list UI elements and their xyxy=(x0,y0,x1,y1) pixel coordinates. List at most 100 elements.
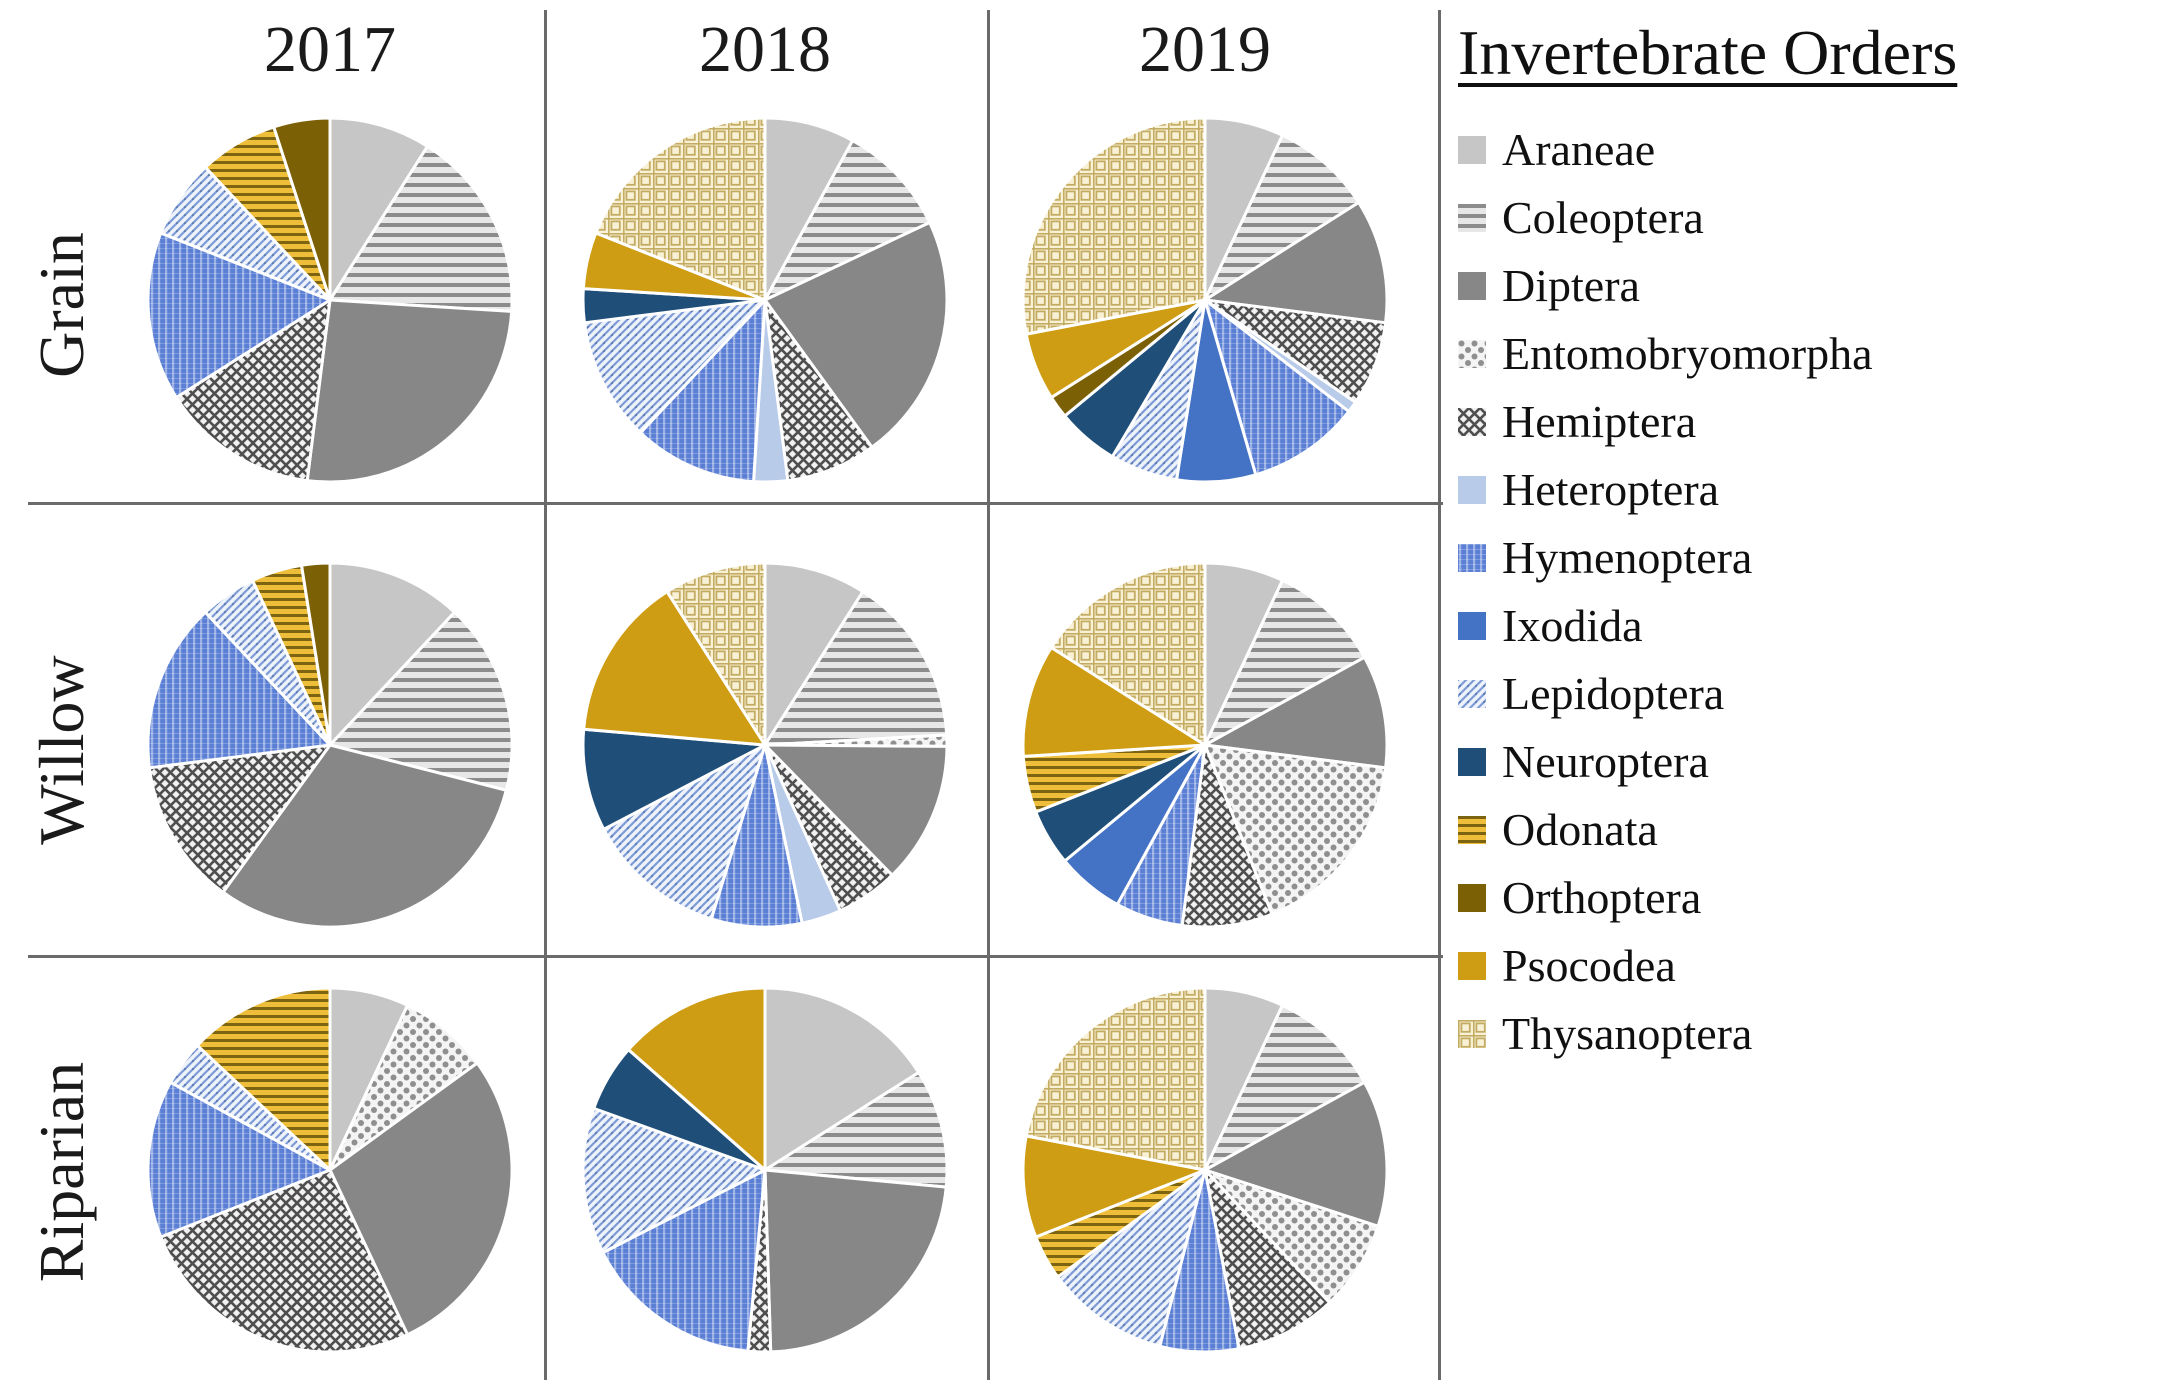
pie-slice-riparian-2019-diptera xyxy=(1203,1080,1389,1228)
legend-item-orthoptera: Orthoptera xyxy=(1458,864,2158,932)
legend-item-heteroptera: Heteroptera xyxy=(1458,456,2158,524)
pie-slice-grain-2019-diptera xyxy=(1203,200,1389,325)
pie-slice-grain-2017-araneae xyxy=(328,116,430,302)
legend-item-label: Entomobryomorpha xyxy=(1502,327,1873,379)
legend-item-entomobryomorpha: Entomobryomorpha xyxy=(1458,320,2158,388)
pie-cell-grain-2019 xyxy=(1018,113,1392,487)
swatch-ixodida-icon xyxy=(1458,611,1486,640)
legend-item-psocodea: Psocodea xyxy=(1458,932,2158,1000)
pie-willow-2017 xyxy=(146,561,514,929)
pie-grain-2019 xyxy=(1021,116,1389,484)
swatch-psocodea-icon xyxy=(1458,951,1486,980)
swatch-lepidoptera-icon xyxy=(1458,679,1486,708)
pie-slice-willow-2018-araneae xyxy=(763,561,865,747)
pie-grain-2017 xyxy=(146,116,514,484)
grid-divider-vertical-3 xyxy=(1438,10,1441,1380)
pie-riparian-2017 xyxy=(146,986,514,1354)
pie-slice-willow-2019-coleoptera xyxy=(1203,578,1366,747)
column-header-2019: 2019 xyxy=(1139,13,1271,86)
pie-slice-willow-2018-neuroptera xyxy=(581,727,767,831)
legend-item-thysanoptera: Thysanoptera xyxy=(1458,1000,2158,1068)
swatch-thysanoptera-icon xyxy=(1458,1019,1486,1048)
pie-grain-2018 xyxy=(581,116,949,484)
swatch-neuroptera-icon xyxy=(1458,747,1486,776)
pie-willow-2019 xyxy=(1021,561,1389,929)
legend-item-label: Psocodea xyxy=(1502,939,1676,991)
pie-slice-willow-2017-diptera xyxy=(221,743,508,929)
legend-item-label: Coleoptera xyxy=(1502,191,1704,243)
legend-item-label: Thysanoptera xyxy=(1502,1007,1753,1059)
pie-slice-willow-2018-coleoptera xyxy=(763,590,949,747)
pie-slice-grain-2017-diptera xyxy=(305,298,514,484)
legend-item-label: Heteroptera xyxy=(1502,463,1720,515)
pie-slice-grain-2018-hymenoptera xyxy=(638,298,767,484)
row-label-grain: Grain xyxy=(26,232,97,378)
pie-cell-riparian-2019 xyxy=(1018,983,1392,1357)
legend-item-label: Araneae xyxy=(1502,123,1656,175)
pie-slice-riparian-2017-odonata xyxy=(195,986,332,1172)
pie-slice-riparian-2018-psocodea xyxy=(626,986,767,1172)
pie-slice-willow-2017-coleoptera xyxy=(328,610,514,792)
pie-slice-willow-2017-hymenoptera xyxy=(146,610,332,770)
legend-item-label: Ixodida xyxy=(1502,599,1643,651)
swatch-odonata-icon xyxy=(1458,815,1486,844)
pie-slice-willow-2017-orthoptera xyxy=(300,561,332,747)
pie-riparian-2018 xyxy=(581,986,949,1354)
pie-slice-willow-2018-thysanoptera xyxy=(665,561,767,747)
pie-slice-riparian-2017-diptera xyxy=(328,1061,514,1337)
column-header-2018: 2018 xyxy=(699,13,831,86)
row-label-willow: Willow xyxy=(26,655,97,845)
pie-slice-willow-2019-entomobryomorpha xyxy=(1203,743,1388,916)
pie-slice-riparian-2018-diptera xyxy=(763,1168,948,1354)
pie-slice-willow-2018-diptera xyxy=(763,743,949,877)
pie-slice-riparian-2019-coleoptera xyxy=(1203,1003,1366,1172)
grid-divider-vertical-1 xyxy=(544,10,547,1380)
pie-slice-riparian-2018-araneae xyxy=(763,986,921,1172)
legend-item-lepidoptera: Lepidoptera xyxy=(1458,660,2158,728)
pie-slice-willow-2018-lepidoptera xyxy=(602,743,767,921)
pie-slice-grain-2019-thysanoptera xyxy=(1021,116,1207,336)
legend-item-label: Diptera xyxy=(1502,259,1640,311)
legend-item-label: Odonata xyxy=(1502,803,1658,855)
pie-cell-riparian-2017 xyxy=(143,983,517,1357)
swatch-hemiptera-icon xyxy=(1458,407,1486,436)
grid-divider-horizontal-2 xyxy=(28,955,1443,958)
legend-item-odonata: Odonata xyxy=(1458,796,2158,864)
pie-slice-willow-2018-psocodea xyxy=(582,590,767,747)
pie-cell-willow-2018 xyxy=(578,558,952,932)
swatch-diptera-icon xyxy=(1458,271,1486,300)
pie-slice-willow-2019-thysanoptera xyxy=(1049,561,1207,747)
legend-item-label: Neuroptera xyxy=(1502,735,1709,787)
grid-divider-vertical-2 xyxy=(987,10,990,1380)
pie-slice-grain-2018-diptera xyxy=(763,221,949,449)
pie-cell-willow-2017 xyxy=(143,558,517,932)
pie-slice-riparian-2018-coleoptera xyxy=(763,1070,949,1189)
pie-slice-grain-2017-hymenoptera xyxy=(146,231,332,400)
swatch-orthoptera-icon xyxy=(1458,883,1486,912)
legend-item-hemiptera: Hemiptera xyxy=(1458,388,2158,456)
legend-items: Araneae Coleoptera Diptera Entomobryomorpha… xyxy=(1458,116,2158,1068)
legend-item-hymenoptera: Hymenoptera xyxy=(1458,524,2158,592)
legend-item-label: Orthoptera xyxy=(1502,871,1702,923)
pie-cell-riparian-2018 xyxy=(578,983,952,1357)
pie-willow-2018 xyxy=(581,561,949,929)
legend-item-neuroptera: Neuroptera xyxy=(1458,728,2158,796)
grid-divider-horizontal-1 xyxy=(28,502,1443,505)
pie-slice-grain-2017-hemiptera xyxy=(174,298,332,483)
legend-title: Invertebrate Orders xyxy=(1458,17,1958,88)
pie-slice-willow-2019-diptera xyxy=(1203,655,1389,770)
pie-slice-willow-2018-hymenoptera xyxy=(709,743,804,929)
pie-slice-willow-2017-hemiptera xyxy=(147,743,332,894)
pie-slice-grain-2018-araneae xyxy=(763,116,855,302)
pie-slice-riparian-2017-entomobryomorpha xyxy=(328,1003,479,1172)
legend-item-label: Lepidoptera xyxy=(1502,667,1725,719)
swatch-hymenoptera-icon xyxy=(1458,543,1486,572)
legend-item-label: Hemiptera xyxy=(1502,395,1697,447)
pie-slice-willow-2019-hemiptera xyxy=(1180,743,1274,929)
pie-cell-grain-2017 xyxy=(143,113,517,487)
pie-slice-riparian-2019-hemiptera xyxy=(1203,1168,1332,1351)
pie-slice-grain-2018-hemiptera xyxy=(763,298,874,483)
legend-item-label: Hymenoptera xyxy=(1502,531,1753,583)
swatch-heteroptera-icon xyxy=(1458,475,1486,504)
